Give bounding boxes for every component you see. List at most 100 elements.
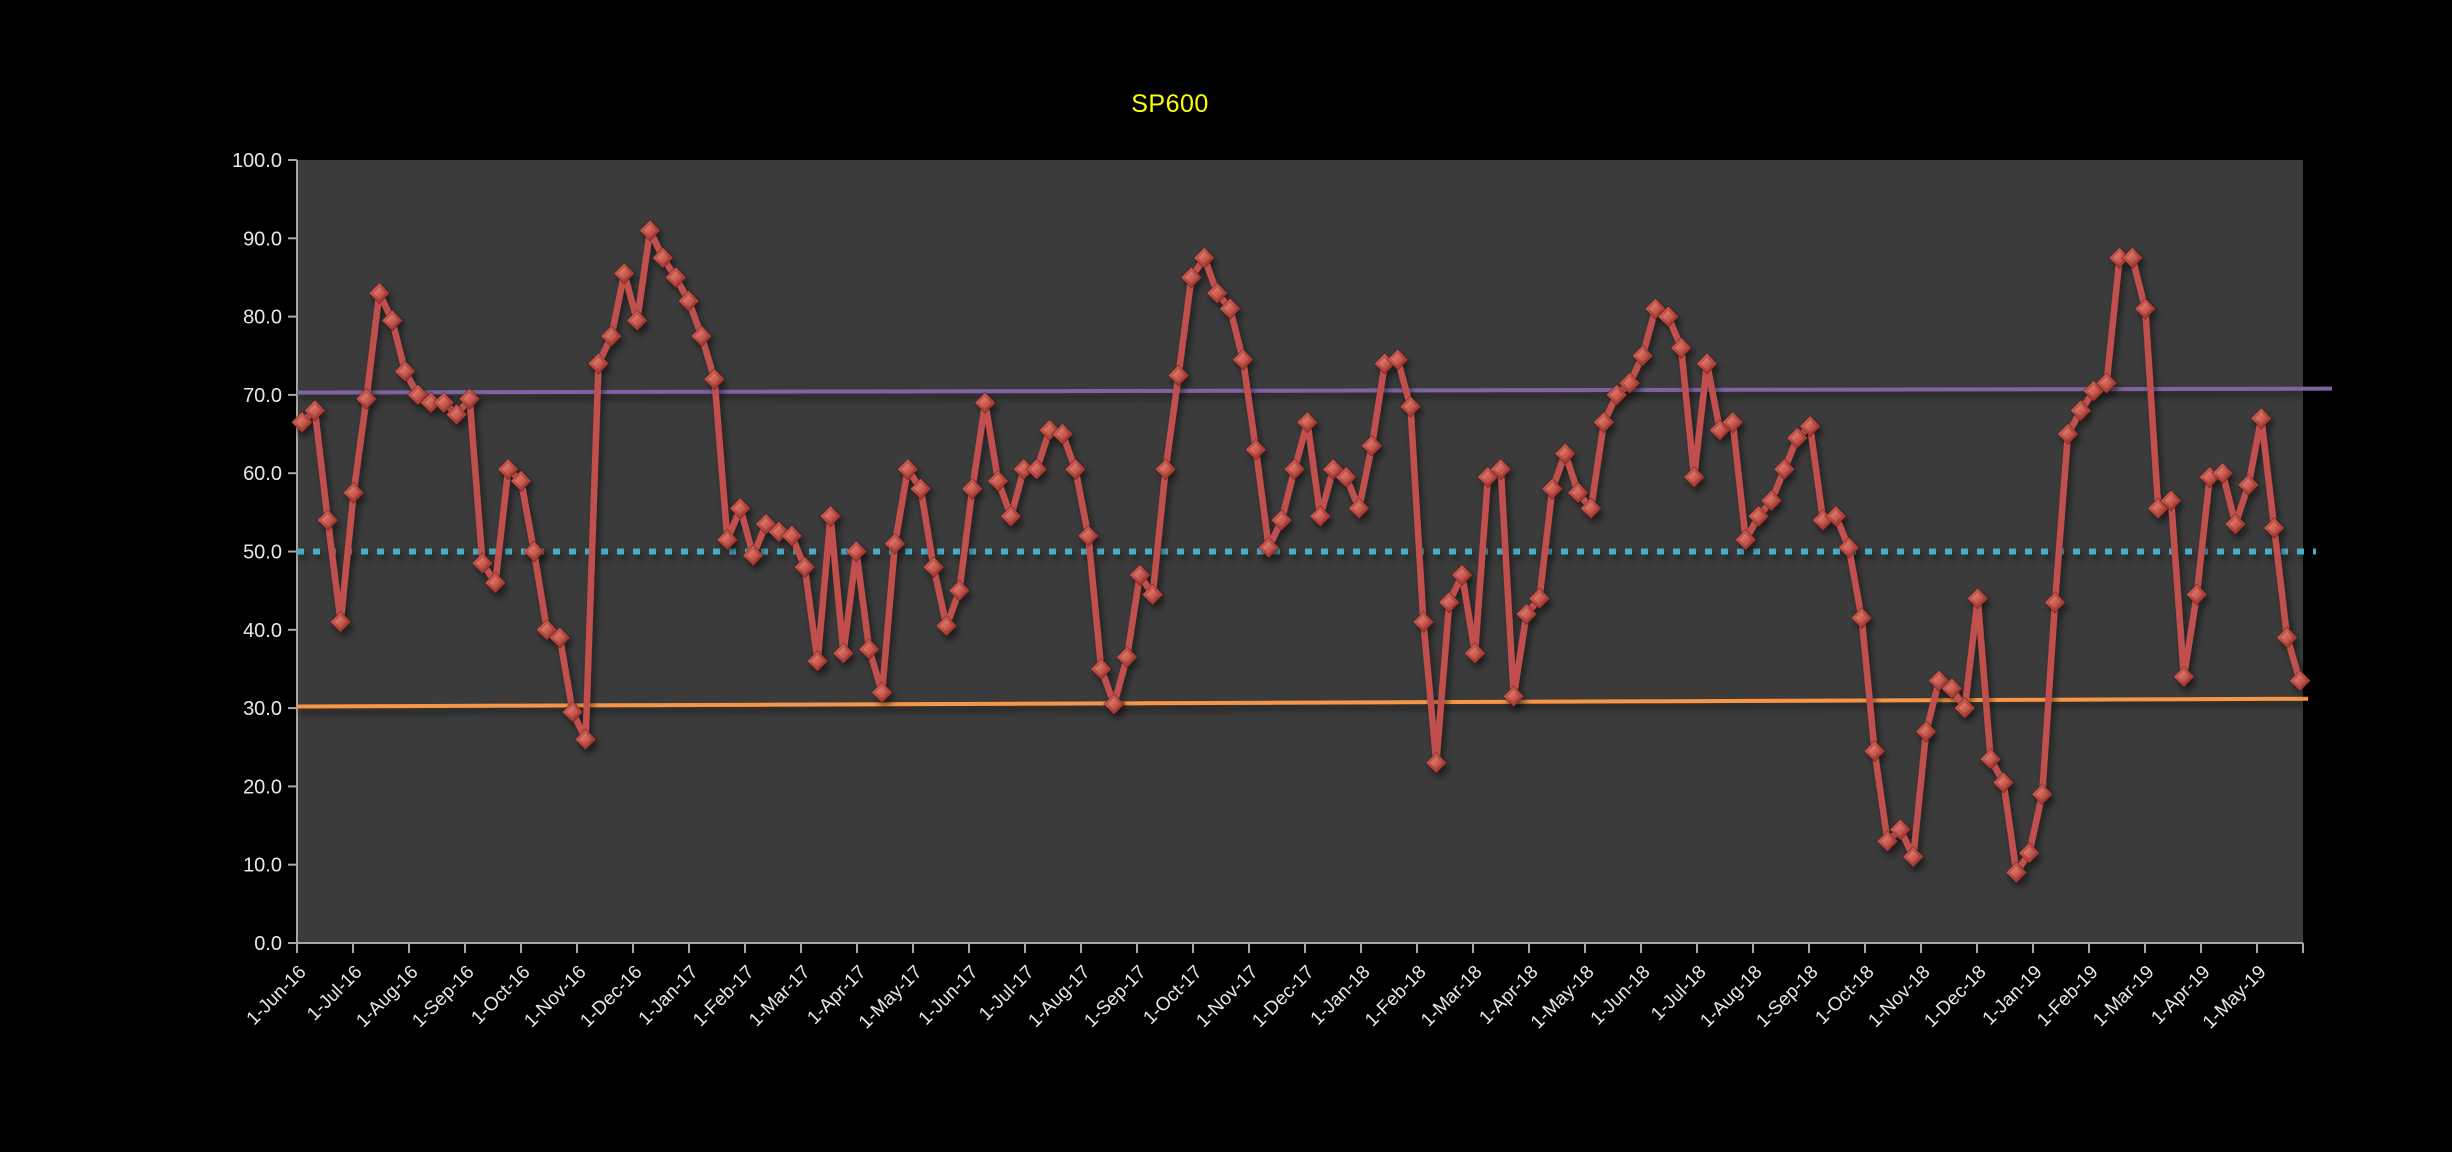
data-point-marker-top xyxy=(1907,850,1920,863)
data-point-marker-top xyxy=(863,643,876,656)
data-point-marker-top xyxy=(927,561,940,574)
y-tick-label: 60.0 xyxy=(243,463,282,485)
data-point-marker-top xyxy=(1829,510,1842,523)
y-tick-label: 40.0 xyxy=(243,620,282,642)
y-tick-label: 10.0 xyxy=(243,855,282,877)
data-point-marker-top xyxy=(1108,698,1121,711)
data-point-marker-top xyxy=(669,271,682,284)
data-point-marker-top xyxy=(553,631,566,644)
data-point-marker-top xyxy=(721,533,734,546)
data-point-marker-top xyxy=(1082,529,1095,542)
data-point-marker-top xyxy=(605,330,618,343)
data-point-marker-top xyxy=(450,408,463,421)
data-point-marker-top xyxy=(1662,310,1675,323)
data-point-marker-top xyxy=(2190,588,2203,601)
data-point-marker-top xyxy=(1933,674,1946,687)
data-point-marker-top xyxy=(1507,690,1520,703)
data-point-marker-top xyxy=(1185,271,1198,284)
y-tick-label: 0.0 xyxy=(254,933,282,955)
data-point-marker-top xyxy=(1958,702,1971,715)
data-point-marker-top xyxy=(914,482,927,495)
data-point-marker-top xyxy=(618,267,631,280)
data-point-marker-top xyxy=(1404,400,1417,413)
data-point-marker-top xyxy=(2229,518,2242,531)
data-point-marker-top xyxy=(1572,486,1585,499)
data-point-marker-top xyxy=(953,584,966,597)
data-point-marker-top xyxy=(424,396,437,409)
data-point-marker-top xyxy=(296,416,308,429)
data-point-marker-top xyxy=(1120,651,1133,664)
data-point-marker-top xyxy=(1443,596,1456,609)
data-point-marker-top xyxy=(2293,674,2306,687)
lower-band-line xyxy=(296,696,2309,709)
data-point-marker-top xyxy=(489,576,502,589)
data-point-marker-top xyxy=(1172,369,1185,382)
data-point-marker-top xyxy=(1881,835,1894,848)
x-tick-label: 1-Feb-19 xyxy=(2033,962,2102,1031)
data-point-marker-top xyxy=(1971,592,1984,605)
data-point-marker-top xyxy=(1997,776,2010,789)
y-tick-label: 80.0 xyxy=(243,307,282,329)
data-point-marker-top xyxy=(1494,463,1507,476)
data-point-marker-top xyxy=(1546,482,1559,495)
x-tick-label: 1-Dec-18 xyxy=(1920,962,1990,1032)
data-point-marker-top xyxy=(1301,416,1314,429)
data-point-marker-top xyxy=(1610,388,1623,401)
data-point-marker-top xyxy=(528,545,541,558)
data-point-marker-top xyxy=(2010,866,2023,879)
y-tick-label: 70.0 xyxy=(243,385,282,407)
data-point-marker-top xyxy=(1198,251,1211,264)
data-point-marker-top xyxy=(2087,384,2100,397)
data-point-marker-top xyxy=(2126,251,2139,264)
data-point-marker-top xyxy=(2281,631,2294,644)
data-point-marker-top xyxy=(1585,502,1597,515)
data-point-marker-top xyxy=(1623,377,1636,390)
x-tick-label: 1-Feb-17 xyxy=(689,962,758,1031)
x-tick-label: 1-Sep-16 xyxy=(408,962,478,1032)
data-point-marker-top xyxy=(1365,439,1378,452)
data-point-marker-top xyxy=(1920,725,1933,738)
data-point-marker-top xyxy=(1327,463,1340,476)
data-point-marker-top xyxy=(1778,463,1791,476)
data-point-marker-top xyxy=(1675,341,1688,354)
data-point-marker-top xyxy=(2152,502,2165,515)
data-point-marker-top xyxy=(1352,502,1365,515)
data-point-marker-top xyxy=(321,514,334,527)
data-point-marker-top xyxy=(979,396,992,409)
data-point-marker-top xyxy=(966,482,979,495)
data-point-marker-top xyxy=(347,486,360,499)
data-point-marker-top xyxy=(360,392,373,405)
data-point-marker-top xyxy=(656,251,669,264)
data-point-marker-top xyxy=(1288,463,1301,476)
data-point-marker-top xyxy=(1649,302,1662,315)
data-point-marker-top xyxy=(2177,670,2190,683)
data-point-marker-top xyxy=(1004,510,1017,523)
data-point-marker-top xyxy=(1701,357,1714,370)
data-point-marker-top xyxy=(1262,541,1275,554)
data-point-marker-top xyxy=(2023,846,2036,859)
data-point-marker-top xyxy=(2165,494,2178,507)
y-tick-label: 100.0 xyxy=(232,150,282,172)
plot-area xyxy=(297,160,2303,943)
data-point-marker-top xyxy=(1391,353,1404,366)
data-point-marker-top xyxy=(540,623,553,636)
data-point-marker-top xyxy=(1056,428,1069,441)
data-point-marker-top xyxy=(1688,471,1701,484)
data-point-marker-top xyxy=(308,404,321,417)
data-point-marker-top xyxy=(334,615,347,628)
data-point-marker-top xyxy=(502,463,515,476)
data-point-marker-top xyxy=(1984,752,1997,765)
data-point-marker-top xyxy=(1314,510,1327,523)
x-tick-label: 1-Mar-19 xyxy=(2089,962,2158,1031)
data-point-marker-top xyxy=(1597,416,1610,429)
data-point-marker-top xyxy=(2242,478,2255,491)
data-point-marker-top xyxy=(1804,420,1817,433)
x-tick-label: 1-Jun-18 xyxy=(1587,962,1655,1030)
data-point-marker-top xyxy=(747,549,760,562)
x-tick-label: 1-Jun-17 xyxy=(915,962,983,1030)
reference-lines xyxy=(296,386,2333,709)
data-point-marker-top xyxy=(2255,412,2268,425)
y-tick-label: 20.0 xyxy=(243,776,282,798)
